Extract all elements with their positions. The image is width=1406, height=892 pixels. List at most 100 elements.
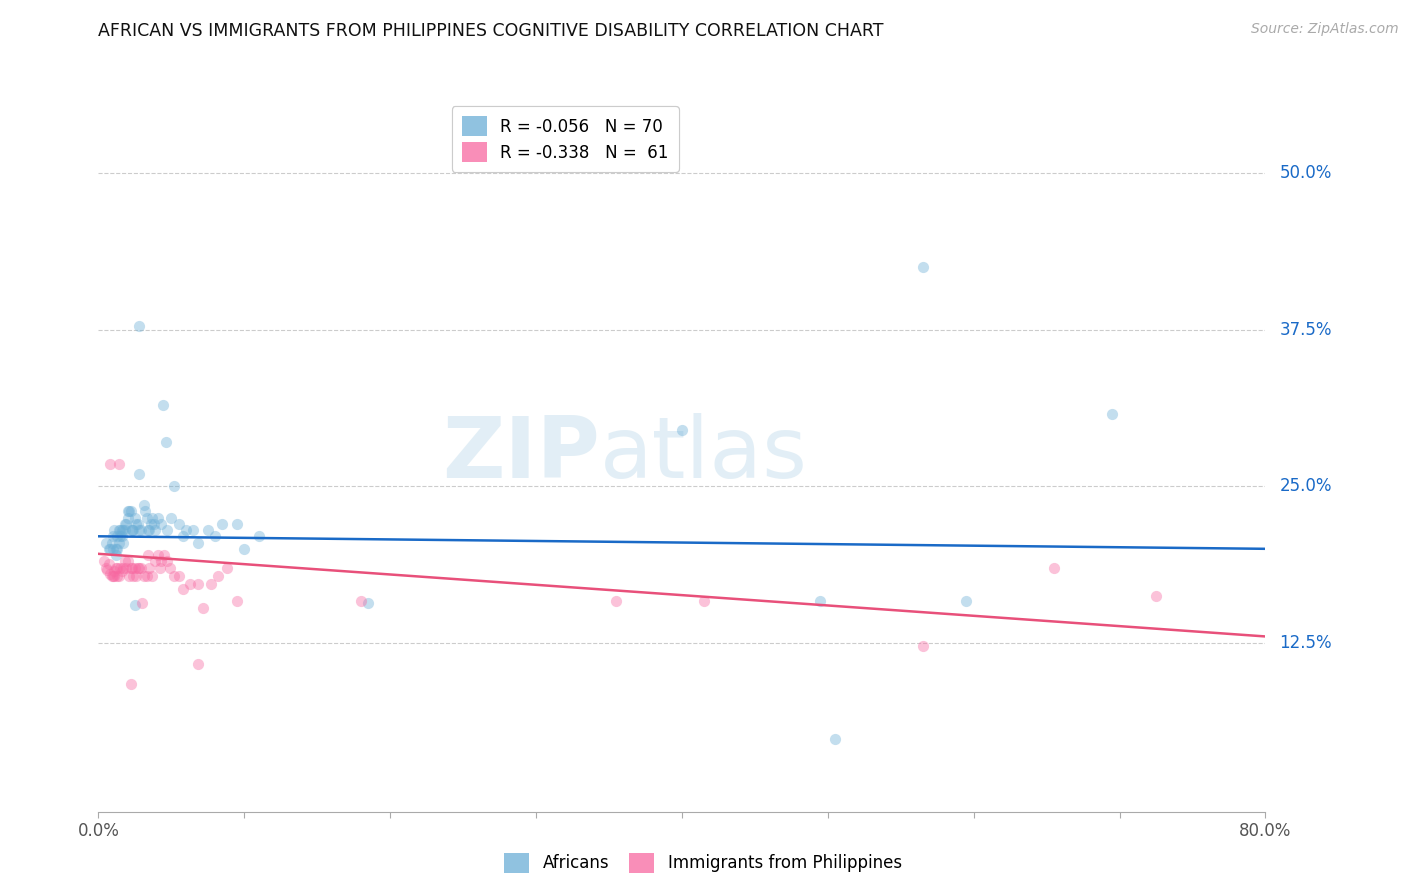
Point xyxy=(120,504,142,518)
Text: 37.5%: 37.5% xyxy=(1279,321,1331,339)
Point xyxy=(98,541,121,556)
Point xyxy=(108,535,131,549)
Point xyxy=(693,594,716,608)
Point xyxy=(172,582,194,596)
Point xyxy=(112,560,135,574)
Point xyxy=(122,523,145,537)
Point xyxy=(121,523,143,537)
Point xyxy=(135,510,157,524)
Text: 50.0%: 50.0% xyxy=(1279,164,1331,182)
Point xyxy=(136,548,159,562)
Point xyxy=(114,554,136,568)
Point xyxy=(111,523,134,537)
Point xyxy=(153,548,176,562)
Point xyxy=(128,467,150,481)
Point xyxy=(115,516,138,531)
Text: atlas: atlas xyxy=(600,413,808,497)
Point xyxy=(104,560,127,574)
Point xyxy=(118,569,141,583)
Point xyxy=(187,535,209,549)
Point xyxy=(111,529,134,543)
Point xyxy=(120,677,142,691)
Point xyxy=(124,560,146,574)
Point xyxy=(127,560,149,574)
Point xyxy=(150,516,173,531)
Point xyxy=(226,516,249,531)
Point xyxy=(141,510,163,524)
Point xyxy=(115,560,138,574)
Point xyxy=(179,577,201,591)
Point xyxy=(350,594,373,608)
Point xyxy=(101,569,124,583)
Point xyxy=(103,569,125,583)
Point xyxy=(163,569,186,583)
Point xyxy=(134,504,156,518)
Point xyxy=(105,569,128,583)
Point xyxy=(142,516,165,531)
Point xyxy=(357,596,380,610)
Point xyxy=(141,569,163,583)
Point xyxy=(125,516,148,531)
Point xyxy=(104,541,127,556)
Point xyxy=(97,557,120,571)
Point xyxy=(96,563,118,577)
Text: ZIP: ZIP xyxy=(443,413,600,497)
Point xyxy=(671,423,693,437)
Point xyxy=(143,523,166,537)
Point xyxy=(129,560,152,574)
Point xyxy=(112,523,135,537)
Point xyxy=(108,523,131,537)
Point xyxy=(143,554,166,568)
Point xyxy=(132,498,155,512)
Point xyxy=(156,523,179,537)
Legend: R = -0.056   N = 70, R = -0.338   N =  61: R = -0.056 N = 70, R = -0.338 N = 61 xyxy=(451,106,679,171)
Point xyxy=(101,529,124,543)
Point xyxy=(131,596,153,610)
Point xyxy=(160,510,183,524)
Point xyxy=(103,523,125,537)
Point xyxy=(121,560,143,574)
Text: AFRICAN VS IMMIGRANTS FROM PHILIPPINES COGNITIVE DISABILITY CORRELATION CHART: AFRICAN VS IMMIGRANTS FROM PHILIPPINES C… xyxy=(98,22,884,40)
Point xyxy=(1101,407,1123,421)
Point xyxy=(108,457,131,471)
Point xyxy=(111,565,134,579)
Point xyxy=(207,569,229,583)
Point xyxy=(132,569,155,583)
Point xyxy=(114,516,136,531)
Point xyxy=(110,529,132,543)
Point xyxy=(156,554,179,568)
Point xyxy=(94,560,117,574)
Point xyxy=(138,523,160,537)
Point xyxy=(94,535,117,549)
Point xyxy=(200,577,222,591)
Point xyxy=(101,541,124,556)
Point xyxy=(149,560,172,574)
Point xyxy=(100,569,122,583)
Point xyxy=(139,516,162,531)
Point xyxy=(105,541,128,556)
Point xyxy=(911,260,934,274)
Point xyxy=(824,732,846,747)
Point xyxy=(124,510,146,524)
Point xyxy=(148,548,170,562)
Point xyxy=(100,535,122,549)
Point xyxy=(98,566,121,581)
Point xyxy=(1144,590,1167,604)
Point xyxy=(114,523,136,537)
Point xyxy=(108,569,131,583)
Point xyxy=(226,594,249,608)
Point xyxy=(117,504,139,518)
Point xyxy=(122,569,145,583)
Point xyxy=(193,600,215,615)
Point xyxy=(810,594,832,608)
Point xyxy=(125,569,148,583)
Point xyxy=(128,560,150,574)
Point xyxy=(136,523,159,537)
Text: 25.0%: 25.0% xyxy=(1279,477,1331,495)
Point xyxy=(121,523,143,537)
Legend: Africans, Immigrants from Philippines: Africans, Immigrants from Philippines xyxy=(498,847,908,880)
Point xyxy=(605,594,627,608)
Point xyxy=(174,523,197,537)
Point xyxy=(152,398,174,412)
Point xyxy=(1043,560,1066,574)
